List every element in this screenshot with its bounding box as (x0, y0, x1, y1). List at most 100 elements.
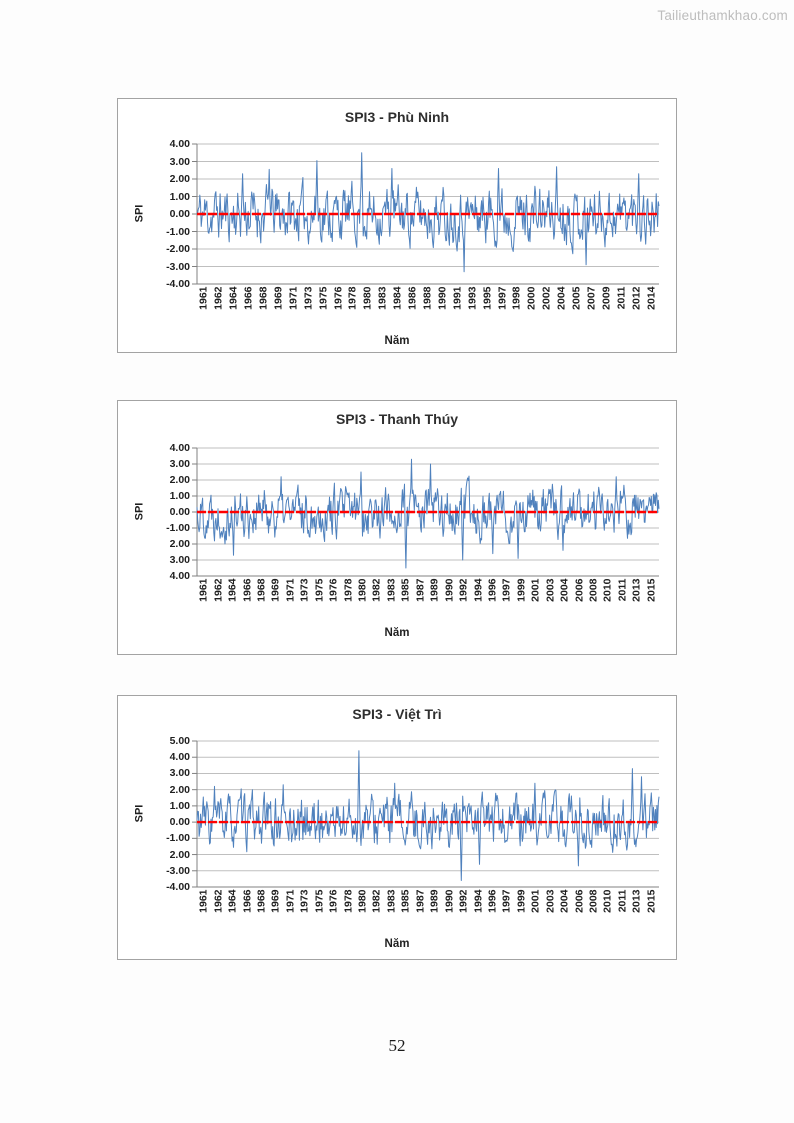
y-tick-label: 2.00 (169, 474, 190, 486)
y-tick-label: 4.00 (169, 138, 190, 150)
x-tick-label: 2009 (600, 286, 613, 310)
x-tick-label: 1982 (370, 578, 383, 602)
chart-panel-viet-tri: SPI3 - Việt Trì SPI 5.00 4.00 3.00 2.00 1.00… (117, 695, 677, 960)
x-tick-label: 2005 (570, 286, 583, 310)
y-tick-label: -1.00 (166, 522, 190, 534)
x-tick-label: 1987 (414, 578, 427, 602)
x-tick-label: 2011 (615, 286, 628, 310)
x-tick-label: 1998 (510, 286, 523, 310)
x-tick-label: 1978 (346, 286, 359, 310)
x-tick-label: 1997 (500, 889, 513, 913)
x-tick-label: 1990 (443, 578, 456, 602)
x-tick-label: 2008 (587, 889, 600, 913)
y-tick-label: -1.00 (166, 832, 190, 845)
x-tick-label: 1980 (356, 889, 369, 913)
x-tick-label: 1973 (298, 889, 311, 913)
x-tick-label: 1961 (197, 286, 210, 310)
x-tick-label: 1978 (342, 578, 355, 602)
x-axis-title: Năm (384, 627, 410, 639)
x-tick-label: 2006 (573, 578, 586, 602)
x-tick-label: 1991 (451, 286, 464, 310)
x-tick-label: 1975 (317, 286, 330, 310)
x-tick-label: 1964 (226, 578, 239, 602)
y-tick-label: 3.00 (169, 458, 190, 470)
x-tick-label: 1989 (428, 889, 441, 913)
x-tick-label: 1983 (376, 286, 389, 310)
y-tick-label: -4.00 (166, 881, 190, 893)
y-tick-label: 3.00 (169, 554, 190, 566)
x-tick-label: 1971 (284, 578, 297, 602)
x-tick-label: 1990 (443, 889, 456, 913)
x-tick-label: 1996 (486, 889, 499, 913)
x-tick-label: 1997 (496, 286, 509, 310)
x-tick-label: 1985 (399, 578, 412, 602)
x-tick-label: 2013 (630, 578, 643, 602)
x-tick-label: 1976 (332, 286, 345, 310)
x-tick-label: 1983 (385, 578, 398, 602)
x-tick-label: 1976 (327, 889, 340, 913)
x-tick-label: 2006 (573, 889, 586, 913)
y-tick-label: -2.00 (166, 243, 190, 255)
x-tick-label: 1975 (313, 578, 326, 602)
x-tick-label: 2008 (587, 578, 600, 602)
x-tick-label: 1992 (457, 889, 470, 913)
page-number: 52 (388, 1036, 406, 1055)
x-tick-label: 2001 (529, 889, 542, 913)
x-tick-label: 1969 (272, 286, 285, 310)
x-tick-label: 1982 (370, 889, 383, 913)
x-tick-label: 1968 (255, 578, 268, 602)
x-tick-label: 1966 (241, 578, 254, 602)
x-tick-label: 1968 (257, 286, 270, 310)
y-tick-label: -4.00 (166, 278, 190, 290)
x-tick-label: 1962 (212, 889, 225, 913)
y-tick-label: 2.00 (169, 848, 190, 861)
plot-area (192, 143, 660, 285)
x-tick-label: 1971 (284, 889, 297, 913)
x-axis-title: Năm (384, 938, 410, 950)
x-tick-label: 2010 (601, 578, 614, 602)
x-tick-label: 2013 (630, 889, 643, 913)
x-tick-label: 1995 (481, 286, 494, 310)
x-tick-label: 1964 (226, 889, 239, 913)
x-tick-label: 1976 (327, 578, 340, 602)
x-tick-label: 1969 (269, 889, 282, 913)
x-tick-label: 2000 (525, 286, 538, 310)
y-tick-label: 5.00 (169, 735, 190, 747)
x-tick-label: 1984 (391, 286, 404, 310)
y-axis-title: SPI (133, 804, 146, 823)
x-tick-label: 2002 (540, 286, 553, 310)
y-tick-label: 2.00 (169, 538, 190, 550)
x-tick-label: 1987 (414, 889, 427, 913)
x-tick-label: 1997 (500, 578, 513, 602)
x-tick-label: 1983 (385, 889, 398, 913)
x-tick-label: 2014 (645, 286, 658, 310)
x-tick-label: 2004 (558, 578, 571, 602)
chart-title: SPI3 - Việt Trì (352, 706, 442, 722)
x-tick-label: 2003 (544, 578, 557, 602)
x-tick-label: 1990 (436, 286, 449, 310)
spi-series-line (196, 152, 660, 273)
chart-title: SPI3 - Phù Ninh (344, 109, 450, 125)
y-tick-label: 0.00 (169, 208, 190, 220)
y-tick-label: -3.00 (166, 864, 190, 877)
x-tick-label: 1994 (472, 578, 485, 602)
x-tick-label: 1971 (287, 286, 300, 310)
x-tick-label: 1985 (399, 889, 412, 913)
x-tick-label: 1996 (486, 578, 499, 602)
x-tick-label: 1999 (515, 889, 528, 913)
chart-title: SPI3 - Thanh Thúy (335, 411, 459, 427)
spi-series-line (196, 458, 660, 569)
site-watermark: Tailieuthamkhao.com (657, 8, 788, 23)
y-tick-label: 0.00 (169, 816, 190, 829)
y-tick-label: 4.00 (169, 442, 190, 454)
x-tick-label: 1980 (356, 578, 369, 602)
plot-area (192, 447, 660, 577)
x-tick-label: 1966 (242, 286, 255, 310)
x-tick-label: 1994 (472, 889, 485, 913)
x-tick-label: 2003 (544, 889, 557, 913)
x-tick-label: 1986 (406, 286, 419, 310)
chart-panel-thanh-thuy: SPI3 - Thanh Thúy SPI 4.00 3.00 2.00 1.00 0.… (117, 400, 677, 655)
x-tick-label: 1973 (298, 578, 311, 602)
y-tick-label: 3.00 (169, 155, 190, 168)
